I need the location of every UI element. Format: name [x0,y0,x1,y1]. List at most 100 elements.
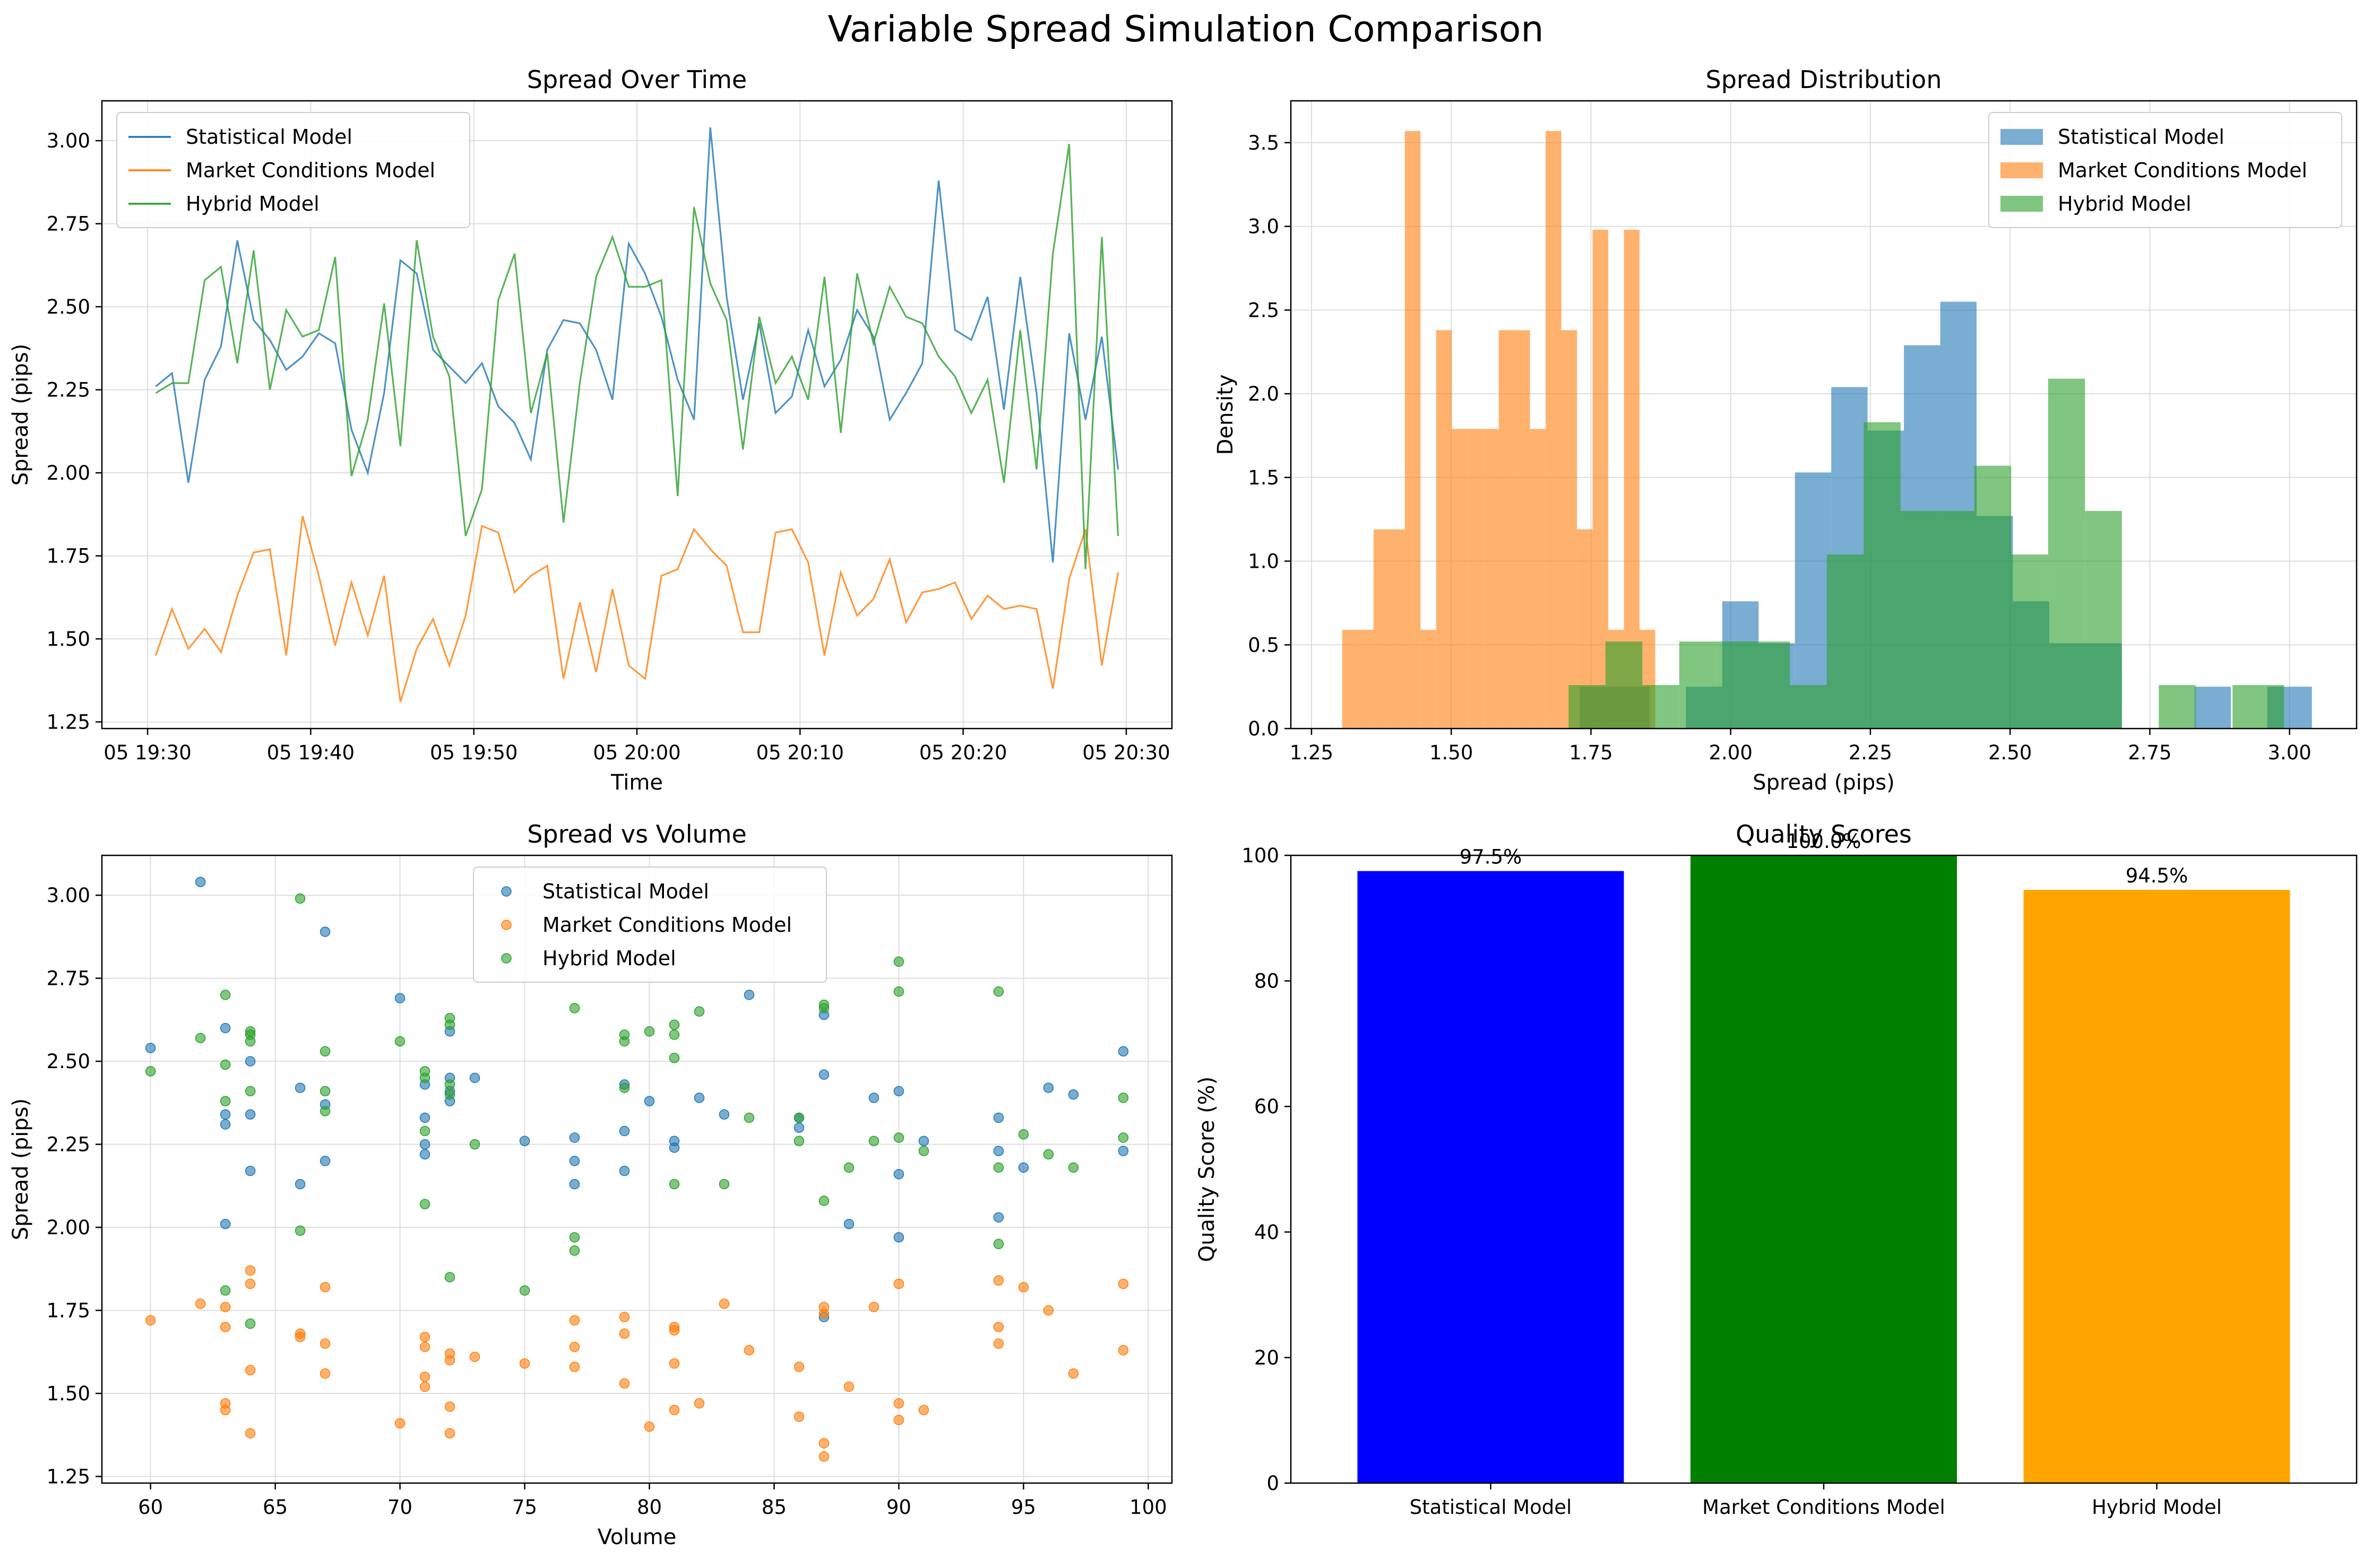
scatter-point-hybrid [1068,1162,1079,1173]
y-tick-label: 60 [1254,1095,1279,1118]
scatter-point-hybrid [993,1238,1004,1250]
bar-value-label: 94.5% [2126,864,2188,887]
x-tick-label: 2.50 [1988,741,2032,764]
scatter-point-statistical [619,1125,630,1137]
histogram-bar-market [1358,629,1374,729]
scatter-point-hybrid [719,1179,730,1190]
scatter-point-statistical [1118,1046,1129,1057]
scatter-point-hybrid [220,1285,231,1296]
ticks: 1.25 1.50 1.75 2.00 2.25 2.50 2.75 3.00 0.0 0.5 1.… [1248,132,2311,764]
histogram-bar-market [1498,330,1515,729]
scatter-point-hybrid [843,1162,855,1173]
scatter-point-hybrid [419,1199,430,1209]
y-tick-label: 100 [1241,844,1279,867]
scatter-point-statistical [868,1093,879,1103]
scatter-point-hybrid [793,1136,805,1147]
scatter-point-market [394,1418,406,1429]
scatter-point-market [145,1315,156,1326]
bar-value-label: 97.5% [1460,846,1522,869]
histogram-bar-hybrid [2232,685,2270,729]
x-tick-label: 1.50 [1429,741,1473,764]
scatter-point-statistical [220,1023,231,1034]
x-tick-label: Hybrid Model [2092,1496,2222,1519]
x-tick-label: 2.25 [1849,741,1892,764]
legend-entry: Market Conditions Model [2058,159,2307,182]
scatter-point-hybrid [444,1089,455,1100]
y-tick-label: 1.25 [47,711,90,733]
x-tick-label: 05 20:30 [1082,741,1170,764]
histogram-bar-market [1530,429,1546,729]
histogram-bar-market [1561,330,1577,729]
x-tick-label: 1.25 [1290,741,1333,764]
x-axis-label: Spread (pips) [1753,770,1895,795]
scatter-point-market [245,1278,256,1289]
series-line-hybrid [155,144,1119,569]
scatter-point-market [669,1358,680,1369]
x-tick-label: 2.00 [1709,741,1752,764]
histogram-bar-hybrid [1937,510,1974,729]
scatter-point-hybrid [1118,1093,1129,1103]
histogram-bar-hybrid [1605,641,1643,729]
scatter-point-statistical [893,1086,904,1097]
scatter-point-market [245,1428,256,1439]
scatter-point-market [669,1405,680,1416]
scatter-point-statistical [993,1212,1004,1223]
scatter-point-hybrid [220,1096,231,1106]
quality-bar [1690,855,1957,1483]
scatter-point-market [818,1309,830,1319]
histogram-bar-hybrid [2159,685,2196,729]
scatter-point-market [419,1371,430,1382]
scatter-point-statistical [793,1122,805,1133]
scatter-point-market [419,1331,430,1342]
scatter-point-market [669,1325,680,1336]
scatter-point-hybrid [993,986,1004,997]
scatter-point-market [469,1352,480,1362]
x-tick-label: 05 19:30 [103,741,191,764]
x-tick-label: 05 20:10 [756,741,844,764]
y-tick-label: 2.50 [47,1050,90,1073]
plot-area: 97.5% 100.0% 94.5% [1357,830,2290,1483]
scatter-point-statistical [419,1112,430,1123]
plot-area [154,127,1119,703]
scatter-point-statistical [893,1169,904,1180]
scatter-point-hybrid [245,1318,256,1329]
scatter-point-statistical [419,1149,430,1160]
scatter-point-market [444,1355,455,1366]
legend-swatch-patch [2000,162,2043,178]
legend-entry: Hybrid Model [542,947,676,970]
legend-swatch-patch [2000,129,2043,145]
scatter-point-hybrid [320,1046,331,1057]
histogram-bar-hybrid [1716,641,1753,729]
y-tick-label: 2.75 [47,967,90,990]
chart-2-group: 1.25 1.50 1.75 2.00 2.25 2.50 2.75 3.00 0.0 0.5 1.… [1213,65,2358,795]
y-tick-label: 2.25 [47,379,90,402]
scatter-point-market [419,1381,430,1392]
chart-3-group: 60 65 70 75 80 85 90 95 100 1.25 1.50 1.75 2.00 2.25 2… [8,820,1173,1549]
x-tick-label: 05 19:40 [267,741,355,764]
scatter-point-statistical [469,1072,480,1084]
chart-title: Spread Over Time [527,65,747,94]
y-tick-label: 1.0 [1248,550,1279,573]
scatter-point-hybrid [918,1146,929,1156]
axes-frame [101,100,1173,730]
histogram-bar-market [1546,131,1562,729]
scatter-point-hybrid [245,1086,256,1097]
bar-value-label: 100.0% [1786,830,1861,853]
scatter-point-market [519,1358,530,1369]
y-tick-label: 40 [1254,1221,1279,1244]
scatter-point-statistical [220,1109,231,1120]
x-tick-label: Statistical Model [1410,1496,1572,1519]
scatter-point-statistical [569,1132,580,1143]
scatter-point-hybrid [419,1125,430,1137]
scatter-point-market [1043,1305,1054,1316]
scatter-point-statistical [245,1109,256,1120]
y-tick-label: 2.50 [47,296,90,318]
histogram-bar-market [1389,529,1405,729]
legend-entry: Statistical Model [542,880,709,903]
scatter-point-market [644,1421,655,1432]
ticks: 60 65 70 75 80 85 90 95 100 1.25 1.50 1.75 2.00 2.25 2… [47,884,1167,1519]
scatter-point-hybrid [295,1225,306,1236]
legend-swatch-marker [501,953,512,964]
scatter-point-hybrid [893,956,904,967]
